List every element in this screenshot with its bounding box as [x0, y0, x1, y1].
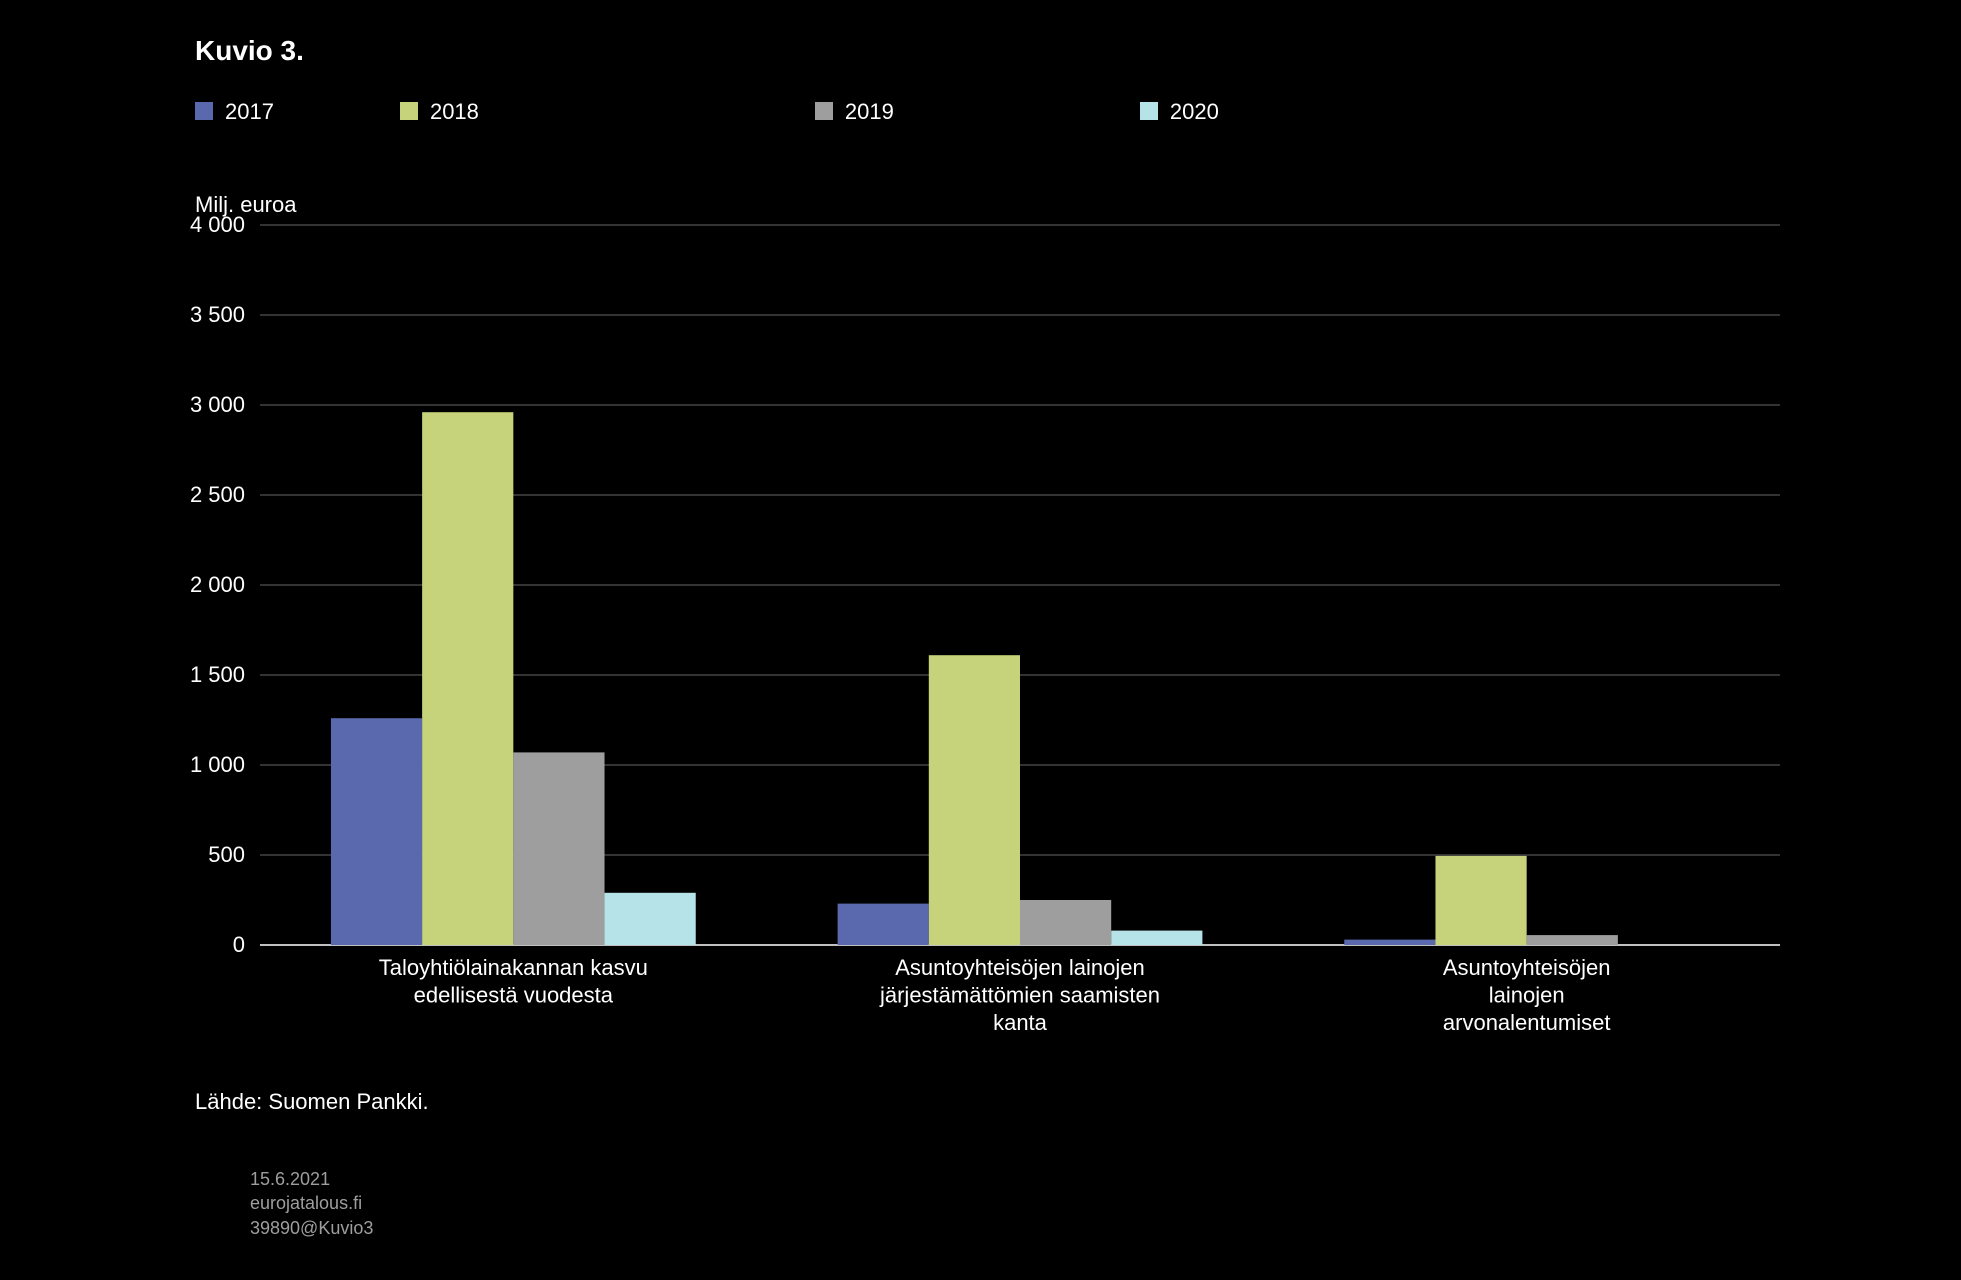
- chart-svg: 05001 0001 5002 0002 5003 0003 5004 000T…: [240, 225, 1780, 945]
- chart-legend: 2017 2018 2019 2020: [195, 98, 1255, 126]
- bar-2019-cat1: [1020, 900, 1111, 945]
- legend-label-2018: 2018: [430, 98, 479, 126]
- copyright-line-1: eurojatalous.fi: [250, 1191, 373, 1215]
- ytick-label-0: 0: [233, 932, 245, 957]
- ytick-label-3500: 3 500: [190, 302, 245, 327]
- legend-label-2020: 2020: [1170, 98, 1219, 126]
- copyright-line-2: 39890@Kuvio3: [250, 1216, 373, 1240]
- legend-item-2020: 2020: [1140, 98, 1219, 126]
- ytick-label-500: 500: [208, 842, 245, 867]
- bar-2017-cat0: [331, 718, 422, 945]
- legend-swatch-2020: [1140, 102, 1158, 120]
- ytick-label-1000: 1 000: [190, 752, 245, 777]
- legend-item-2018: 2018: [400, 98, 479, 126]
- legend-label-2017: 2017: [225, 98, 274, 126]
- legend-item-2019: 2019: [815, 98, 894, 126]
- xtick-label-0: Taloyhtiölainakannan kasvuedellisestä vu…: [379, 955, 648, 1008]
- bar-2017-cat2: [1344, 940, 1435, 945]
- chart-footer-source: Lähde: Suomen Pankki.: [195, 1089, 429, 1115]
- legend-swatch-2019: [815, 102, 833, 120]
- ytick-label-2500: 2 500: [190, 482, 245, 507]
- ytick-label-2000: 2 000: [190, 572, 245, 597]
- ytick-label-1500: 1 500: [190, 662, 245, 687]
- bar-2019-cat0: [513, 752, 604, 945]
- ytick-label-4000: 4 000: [190, 212, 245, 237]
- chart-plot-area: 05001 0001 5002 0002 5003 0003 5004 000T…: [240, 225, 1780, 945]
- bar-2020-cat1: [1111, 931, 1202, 945]
- bar-2019-cat2: [1527, 935, 1618, 945]
- copyright-line-0: 15.6.2021: [250, 1167, 373, 1191]
- legend-swatch-2017: [195, 102, 213, 120]
- chart-copyright: 15.6.2021eurojatalous.fi39890@Kuvio3: [250, 1167, 373, 1240]
- bar-2017-cat1: [838, 904, 929, 945]
- xtick-label-2: Asuntoyhteisöjenlainojenarvonalentumiset: [1443, 955, 1611, 1035]
- bar-2020-cat0: [605, 893, 696, 945]
- legend-label-2019: 2019: [845, 98, 894, 126]
- chart-title: Kuvio 3.: [195, 35, 304, 67]
- bar-2018-cat1: [929, 655, 1020, 945]
- legend-swatch-2018: [400, 102, 418, 120]
- legend-item-2017: 2017: [195, 98, 274, 126]
- bar-2018-cat2: [1435, 856, 1526, 945]
- xtick-label-1: Asuntoyhteisöjen lainojenjärjestämättömi…: [879, 955, 1160, 1035]
- bar-2018-cat0: [422, 412, 513, 945]
- ytick-label-3000: 3 000: [190, 392, 245, 417]
- chart-root-viewport: Kuvio 3. 2017201820192020 Milj. euroa 05…: [0, 0, 1961, 1280]
